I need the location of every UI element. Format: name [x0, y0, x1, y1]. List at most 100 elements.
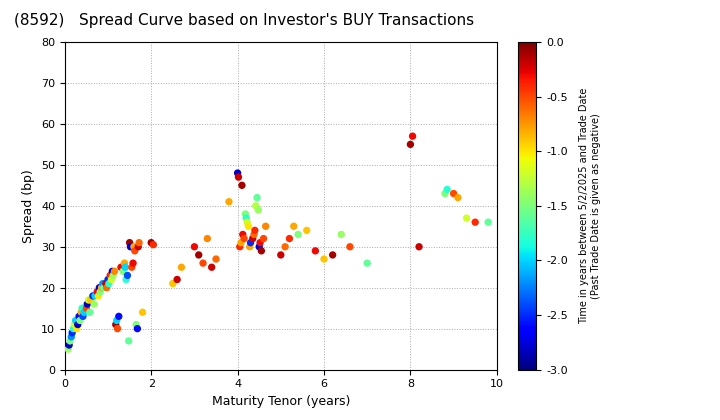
- Point: [206, 264, 217, 270]
- Point: [310, 247, 321, 254]
- Point: [120, 264, 131, 270]
- Point: [279, 243, 291, 250]
- Point: [233, 174, 244, 181]
- Point: [68, 325, 79, 332]
- Point: [254, 239, 266, 246]
- Point: [413, 243, 425, 250]
- Point: [249, 227, 261, 234]
- Point: [87, 292, 99, 299]
- Point: [77, 313, 89, 320]
- Point: [89, 292, 101, 299]
- Point: [119, 260, 130, 266]
- Point: [189, 243, 200, 250]
- Point: [126, 264, 138, 270]
- Point: [115, 264, 127, 270]
- Point: [407, 133, 418, 139]
- Point: [120, 276, 132, 283]
- Point: [241, 219, 253, 226]
- Point: [253, 207, 264, 213]
- Point: [125, 243, 136, 250]
- X-axis label: Maturity Tenor (years): Maturity Tenor (years): [212, 395, 350, 408]
- Point: [250, 202, 261, 209]
- Point: [71, 325, 83, 332]
- Point: [98, 284, 109, 291]
- Point: [202, 235, 213, 242]
- Point: [78, 309, 90, 316]
- Point: [260, 223, 271, 230]
- Point: [70, 317, 81, 324]
- Point: [123, 338, 135, 344]
- Point: [361, 260, 373, 266]
- Point: [237, 231, 248, 238]
- Point: [101, 284, 112, 291]
- Point: [107, 272, 119, 279]
- Point: [112, 325, 123, 332]
- Point: [441, 186, 453, 193]
- Point: [83, 297, 94, 303]
- Point: [258, 235, 269, 242]
- Point: [193, 252, 204, 258]
- Point: [63, 342, 75, 349]
- Point: [111, 317, 122, 324]
- Point: [94, 284, 105, 291]
- Point: [107, 268, 118, 275]
- Point: [171, 276, 183, 283]
- Point: [247, 235, 258, 242]
- Point: [104, 272, 116, 279]
- Point: [89, 301, 100, 307]
- Point: [128, 243, 140, 250]
- Point: [127, 260, 139, 266]
- Point: [109, 268, 120, 275]
- Point: [63, 346, 74, 352]
- Point: [94, 289, 106, 295]
- Point: [318, 256, 330, 262]
- Point: [148, 241, 159, 248]
- Point: [244, 243, 256, 250]
- Y-axis label: Time in years between 5/2/2025 and Trade Date
(Past Trade Date is given as negat: Time in years between 5/2/2025 and Trade…: [579, 88, 600, 324]
- Point: [81, 301, 93, 307]
- Point: [132, 243, 144, 250]
- Point: [66, 333, 77, 340]
- Point: [240, 210, 251, 217]
- Point: [97, 280, 109, 287]
- Point: [64, 338, 76, 344]
- Point: [130, 321, 142, 328]
- Point: [72, 321, 84, 328]
- Point: [129, 247, 140, 254]
- Point: [452, 194, 464, 201]
- Point: [461, 215, 472, 221]
- Point: [91, 289, 103, 295]
- Point: [251, 194, 263, 201]
- Point: [197, 260, 209, 266]
- Point: [176, 264, 187, 270]
- Point: [137, 309, 148, 316]
- Point: [68, 321, 80, 328]
- Point: [66, 329, 78, 336]
- Point: [103, 280, 114, 287]
- Point: [327, 252, 338, 258]
- Y-axis label: Spread (bp): Spread (bp): [22, 169, 35, 243]
- Point: [122, 272, 133, 279]
- Point: [288, 223, 300, 230]
- Point: [210, 256, 222, 262]
- Point: [284, 235, 295, 242]
- Point: [132, 325, 143, 332]
- Point: [292, 231, 304, 238]
- Point: [102, 276, 114, 283]
- Point: [469, 219, 481, 226]
- Point: [133, 239, 145, 246]
- Point: [167, 280, 179, 287]
- Point: [439, 190, 451, 197]
- Point: [240, 215, 252, 221]
- Point: [100, 280, 112, 287]
- Point: [113, 313, 125, 320]
- Text: (8592)   Spread Curve based on Investor's BUY Transactions: (8592) Spread Curve based on Investor's …: [14, 13, 474, 28]
- Point: [243, 223, 254, 230]
- Point: [448, 190, 459, 197]
- Point: [73, 313, 85, 320]
- Point: [232, 170, 243, 176]
- Point: [85, 297, 96, 303]
- Point: [223, 198, 235, 205]
- Point: [76, 305, 88, 312]
- Point: [344, 243, 356, 250]
